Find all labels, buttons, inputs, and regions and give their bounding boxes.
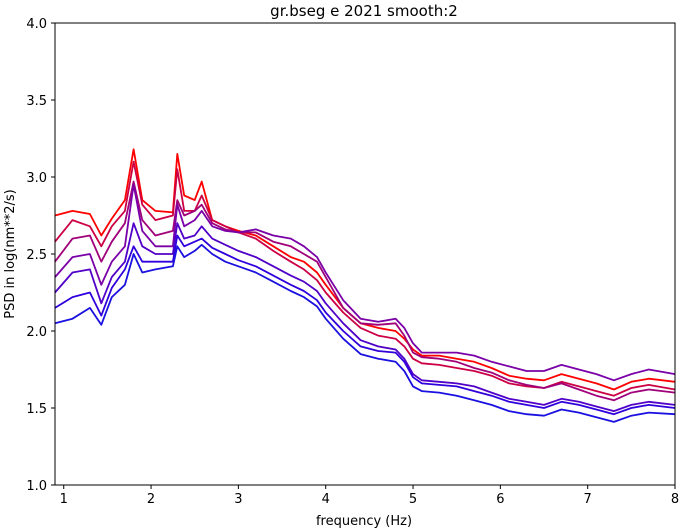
y-tick-label: 3.0 [26, 171, 47, 186]
series-line-3 [54, 180, 676, 402]
series-layer [54, 148, 676, 423]
x-axis-ticks: 1 2 3 4 5 6 7 8 [60, 485, 679, 507]
y-axis-ticks: 1.0 1.5 2.0 2.5 3.0 3.5 4.0 [26, 17, 55, 494]
series-line-5 [54, 222, 676, 413]
series-line-1 [54, 148, 676, 391]
x-tick-label: 6 [496, 492, 504, 507]
y-tick-label: 1.0 [26, 479, 47, 494]
x-tick-label: 5 [409, 492, 417, 507]
x-tick-label: 3 [234, 492, 242, 507]
x-tick-label: 4 [322, 492, 330, 507]
y-axis-label: PSD in log(nm**2/s) [3, 189, 18, 319]
x-tick-label: 7 [584, 492, 592, 507]
x-tick-label: 8 [671, 492, 679, 507]
series-line-7 [54, 243, 676, 423]
series-line-2 [54, 160, 676, 397]
x-axis-label: frequency (Hz) [316, 514, 412, 529]
series-line-6 [54, 234, 676, 416]
y-tick-label: 2.5 [26, 248, 47, 263]
y-tick-label: 3.5 [26, 94, 47, 109]
series-line-4 [54, 183, 676, 382]
x-tick-label: 1 [60, 492, 68, 507]
chart-title: gr.bseg e 2021 smooth:2 [270, 2, 458, 20]
x-tick-label: 2 [147, 492, 155, 507]
y-tick-label: 4.0 [26, 17, 47, 32]
plot-frame [54, 22, 676, 486]
y-tick-label: 1.5 [26, 402, 47, 417]
y-tick-label: 2.0 [26, 325, 47, 340]
